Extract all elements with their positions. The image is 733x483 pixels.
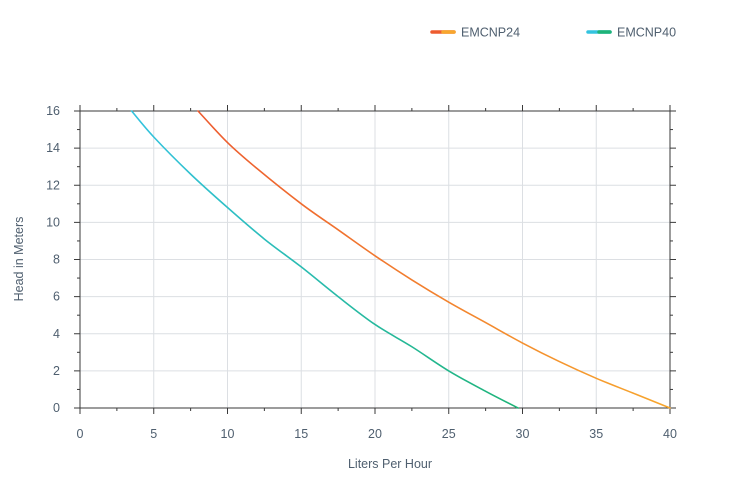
- series-line-emcnp24: [197, 110, 671, 409]
- grid-lines: [80, 111, 670, 408]
- x-tick-label: 35: [589, 427, 603, 441]
- legend: EMCNP24 EMCNP40: [430, 26, 676, 40]
- legend-label[interactable]: EMCNP40: [617, 26, 676, 40]
- plot-series: [130, 110, 671, 409]
- series-line-emcnp40: [130, 110, 519, 409]
- x-tick-label: 30: [516, 427, 530, 441]
- axes: 0 5 10 15 20 25 30 35 40 0 2 4 6 8 10 12 14 16: [46, 104, 677, 441]
- x-tick-label: 0: [77, 427, 84, 441]
- y-tick-label: 2: [53, 364, 60, 378]
- x-axis-label: Liters Per Hour: [348, 457, 432, 471]
- y-tick-label: 16: [46, 104, 60, 118]
- y-tick-label: 6: [53, 290, 60, 304]
- x-tick-label: 10: [221, 427, 235, 441]
- axis-labels: Liters Per Hour Head in Meters: [12, 217, 432, 471]
- x-tick-label: 20: [368, 427, 382, 441]
- x-tick-label: 25: [442, 427, 456, 441]
- y-tick-label: 4: [53, 327, 60, 341]
- x-tick-label: 5: [150, 427, 157, 441]
- y-axis-label: Head in Meters: [12, 217, 26, 302]
- y-tick-label: 14: [46, 141, 60, 155]
- x-tick-label: 40: [663, 427, 677, 441]
- legend-label[interactable]: EMCNP24: [461, 26, 520, 40]
- x-tick-label: 15: [294, 427, 308, 441]
- y-tick-label: 0: [53, 401, 60, 415]
- y-tick-label: 10: [46, 215, 60, 229]
- y-tick-label: 8: [53, 253, 60, 267]
- y-tick-label: 12: [46, 178, 60, 192]
